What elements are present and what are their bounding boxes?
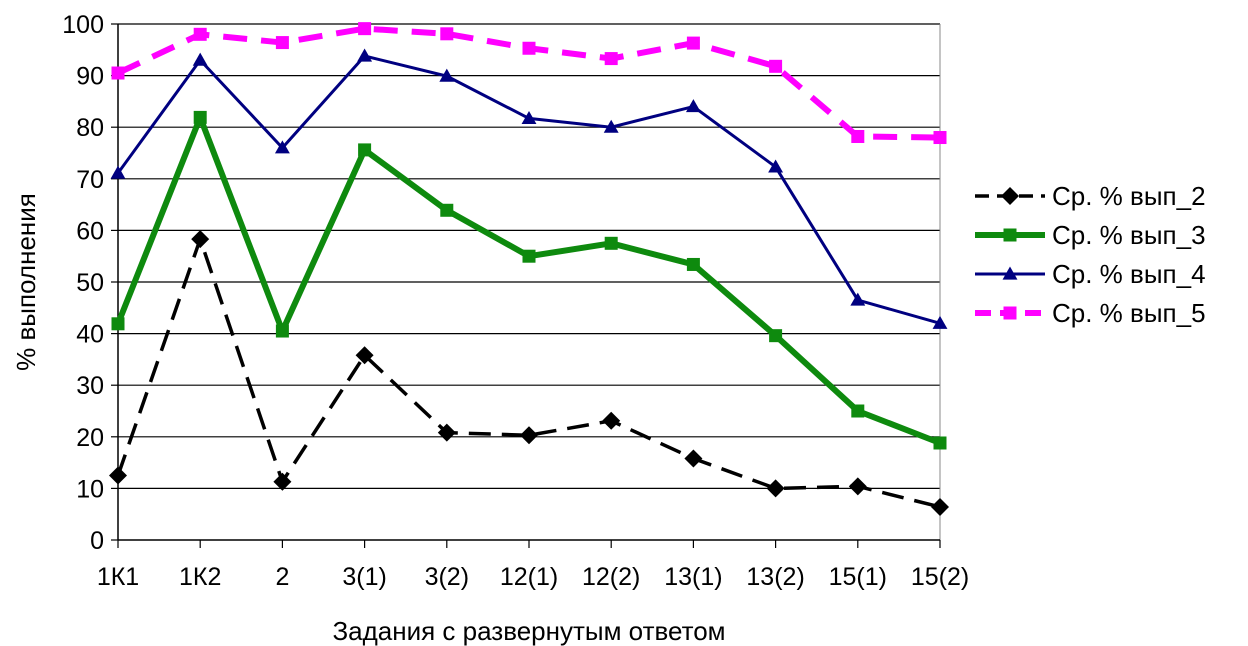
y-tick-label: 30 — [76, 372, 104, 400]
y-tick-label: 0 — [90, 527, 104, 555]
series-line — [115, 114, 942, 446]
data-point — [604, 52, 618, 66]
data-point — [439, 68, 455, 82]
x-tick-label: 15(2) — [911, 563, 969, 591]
data-point — [602, 411, 621, 430]
x-tick-label: 1К2 — [179, 563, 221, 591]
data-point — [850, 292, 866, 306]
data-point — [766, 479, 785, 498]
y-tick-label: 80 — [76, 114, 104, 142]
data-point — [355, 346, 374, 365]
series-4 — [111, 22, 947, 145]
y-tick-label: 70 — [76, 166, 104, 194]
series-2 — [111, 110, 947, 450]
grid — [118, 23, 941, 540]
data-point — [769, 329, 783, 343]
data-point — [440, 203, 454, 217]
legend-label: Ср. % вып_3 — [1052, 220, 1206, 250]
data-point — [437, 423, 456, 442]
x-tick-label: 3(1) — [342, 563, 386, 591]
series-group — [109, 22, 949, 516]
x-tick-label: 13(1) — [664, 563, 722, 591]
data-point — [358, 22, 372, 36]
data-point — [110, 165, 126, 179]
data-point — [522, 41, 536, 55]
data-point — [933, 436, 947, 450]
data-point — [275, 36, 289, 50]
series-1 — [109, 230, 949, 516]
legend-item-4: Ср. % вып_5 — [975, 298, 1206, 328]
x-tick-label: 2 — [275, 563, 289, 591]
data-point — [932, 315, 948, 329]
data-point — [521, 110, 537, 125]
data-point — [686, 36, 700, 50]
y-tick-label: 60 — [76, 217, 104, 245]
data-point — [522, 249, 536, 263]
legend-marker — [1001, 187, 1019, 205]
y-tick-label: 40 — [76, 321, 104, 349]
x-tick-label: 15(1) — [829, 563, 887, 591]
data-point — [931, 497, 949, 516]
legend-marker — [1002, 266, 1018, 280]
x-axis-title: Задания с развернутым ответом — [332, 616, 725, 646]
data-point — [193, 27, 207, 41]
data-point — [109, 466, 127, 485]
data-point — [933, 131, 947, 145]
data-point — [848, 477, 867, 496]
axes: 0 10 20 30 40 50 60 70 80 90 100 1К1 1К2 2 3(1) 3(2) 12(… — [62, 11, 969, 591]
series-3 — [110, 48, 948, 329]
data-point — [685, 99, 701, 113]
data-point — [769, 59, 783, 73]
data-point — [686, 257, 700, 271]
legend-item-2: Ср. % вып_3 — [975, 220, 1206, 250]
data-point — [603, 119, 619, 133]
data-point — [851, 404, 865, 418]
data-point — [357, 48, 373, 62]
data-point — [851, 129, 865, 143]
data-point — [768, 159, 784, 173]
data-point — [192, 52, 208, 66]
data-point — [275, 324, 289, 338]
y-tick-label: 90 — [76, 63, 104, 91]
y-tick-label: 100 — [62, 11, 104, 39]
x-tick-label: 13(2) — [746, 563, 804, 591]
legend-item-1: Ср. % вып_2 — [975, 181, 1206, 211]
x-tick-label: 12(1) — [500, 563, 558, 591]
x-tick-label: 12(2) — [582, 563, 640, 591]
legend-label: Ср. % вып_2 — [1052, 181, 1206, 211]
legend-item-3: Ср. % вып_4 — [975, 259, 1206, 289]
data-point — [604, 236, 618, 250]
x-tick-label: 1К1 — [97, 563, 139, 591]
data-point — [111, 317, 125, 331]
legend: Ср. % вып_2 Ср. % вып_3 Ср. % вып_4 Ср. % в… — [975, 181, 1206, 328]
data-point — [358, 143, 372, 157]
x-tick-label: 3(2) — [425, 563, 469, 591]
legend-label: Ср. % вып_4 — [1052, 259, 1206, 289]
data-point — [191, 230, 210, 249]
data-point — [520, 426, 538, 445]
y-tick-label: 20 — [76, 424, 104, 452]
series-line — [116, 54, 941, 325]
data-point — [440, 27, 454, 41]
data-point — [274, 140, 290, 154]
y-tick-label: 10 — [76, 475, 104, 503]
data-point — [273, 472, 292, 491]
data-point — [193, 110, 207, 124]
legend-label: Ср. % вып_5 — [1052, 298, 1206, 328]
data-point — [684, 449, 703, 468]
series-line — [116, 237, 941, 509]
y-tick-label: 50 — [76, 269, 104, 297]
data-point — [111, 66, 125, 80]
legend-marker — [1003, 228, 1017, 242]
y-axis-title: % выполнения — [11, 193, 41, 371]
legend-marker — [1003, 306, 1017, 320]
